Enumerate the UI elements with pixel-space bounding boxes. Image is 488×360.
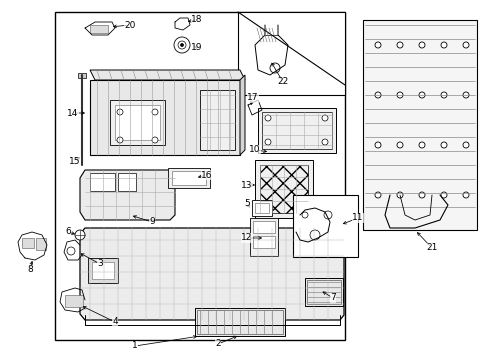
Bar (254, 160, 312, 218)
Circle shape (462, 92, 468, 98)
Text: 16: 16 (201, 171, 212, 180)
Bar (172, 171, 205, 185)
Text: 9: 9 (149, 217, 155, 226)
Circle shape (418, 42, 424, 48)
Circle shape (117, 109, 123, 115)
Circle shape (117, 137, 123, 143)
Bar (92, 262, 114, 279)
Circle shape (396, 142, 402, 148)
Circle shape (440, 142, 446, 148)
Circle shape (374, 42, 380, 48)
Text: 12: 12 (241, 234, 252, 243)
Bar (252, 236, 274, 248)
Circle shape (462, 142, 468, 148)
Text: 5: 5 (244, 199, 249, 208)
Circle shape (152, 109, 158, 115)
Circle shape (440, 192, 446, 198)
Circle shape (396, 192, 402, 198)
Circle shape (418, 92, 424, 98)
Circle shape (180, 44, 183, 46)
Circle shape (374, 92, 380, 98)
Circle shape (418, 192, 424, 198)
Bar (305, 278, 342, 306)
Text: 18: 18 (191, 15, 203, 24)
Circle shape (321, 139, 327, 145)
Bar (238, 12, 345, 95)
Text: 15: 15 (69, 158, 81, 166)
Text: 6: 6 (65, 228, 71, 237)
Bar (55, 12, 345, 340)
Bar (262, 112, 331, 149)
Bar (90, 25, 108, 33)
Text: 3: 3 (97, 260, 102, 269)
Bar (306, 280, 340, 304)
Bar (88, 258, 118, 283)
Circle shape (324, 211, 331, 219)
Bar (197, 310, 283, 334)
Text: 8: 8 (27, 266, 33, 274)
Text: 11: 11 (351, 213, 363, 222)
Polygon shape (80, 170, 175, 220)
Circle shape (374, 192, 380, 198)
Circle shape (321, 115, 327, 121)
Circle shape (440, 92, 446, 98)
Circle shape (269, 63, 280, 73)
Circle shape (374, 142, 380, 148)
Text: 13: 13 (241, 180, 252, 189)
Circle shape (302, 212, 307, 218)
Bar (260, 165, 307, 213)
Bar (168, 168, 209, 188)
Polygon shape (80, 228, 343, 320)
Bar (78, 73, 86, 78)
Circle shape (264, 139, 270, 145)
Text: 7: 7 (329, 293, 335, 302)
Bar (252, 221, 274, 233)
Bar (90, 173, 115, 191)
Bar (292, 195, 357, 257)
Circle shape (418, 142, 424, 148)
Circle shape (174, 37, 190, 53)
Bar (251, 200, 271, 216)
Text: 17: 17 (247, 94, 258, 103)
Bar (115, 105, 160, 140)
Polygon shape (240, 75, 244, 155)
Text: 19: 19 (191, 44, 203, 53)
Circle shape (75, 230, 85, 240)
Bar (65, 295, 83, 307)
Polygon shape (90, 70, 244, 80)
Bar (118, 173, 136, 191)
Circle shape (462, 192, 468, 198)
Bar (200, 90, 235, 150)
Circle shape (178, 41, 185, 49)
Bar (195, 308, 285, 336)
Polygon shape (362, 20, 476, 230)
Text: 10: 10 (249, 145, 260, 154)
Circle shape (462, 42, 468, 48)
Text: 2: 2 (215, 339, 221, 348)
Text: 20: 20 (124, 21, 135, 30)
Text: 21: 21 (426, 243, 437, 252)
Circle shape (152, 137, 158, 143)
Text: 22: 22 (277, 77, 288, 86)
Circle shape (396, 42, 402, 48)
Circle shape (440, 42, 446, 48)
Bar (258, 108, 335, 153)
Circle shape (264, 115, 270, 121)
Bar (36, 238, 46, 250)
Bar (22, 238, 34, 248)
Text: 1: 1 (132, 342, 138, 351)
Bar (249, 218, 278, 256)
Polygon shape (90, 80, 240, 155)
Text: 14: 14 (67, 108, 79, 117)
Bar (110, 100, 164, 145)
Bar (254, 203, 268, 213)
Circle shape (396, 92, 402, 98)
Text: 4: 4 (112, 318, 118, 327)
Circle shape (67, 247, 75, 255)
